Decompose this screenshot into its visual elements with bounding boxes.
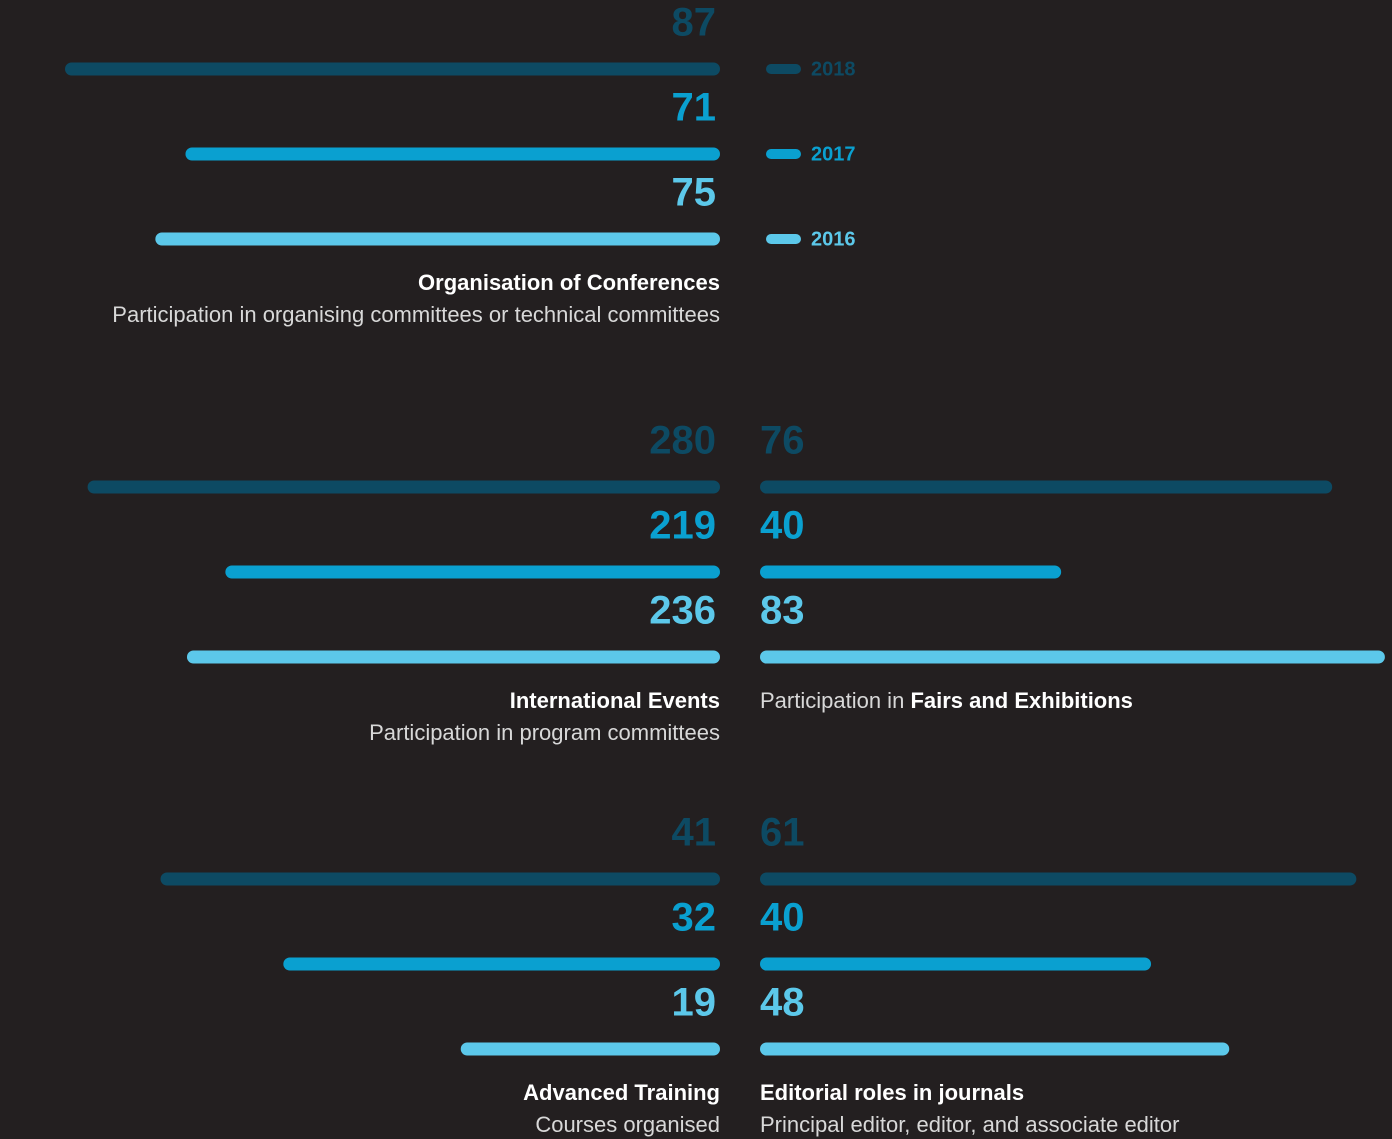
value-label: 19	[672, 981, 717, 1025]
legend-label: 2018	[811, 58, 856, 80]
bar	[225, 565, 721, 579]
bar	[87, 480, 721, 494]
title-text: Fairs and Exhibitions	[910, 688, 1132, 713]
bar	[760, 872, 1357, 886]
bar	[460, 1042, 720, 1056]
bar	[283, 957, 720, 971]
title-prefix: Participation in	[760, 688, 904, 713]
panel-subtitle: Courses organised	[535, 1112, 720, 1137]
bar	[760, 650, 1385, 664]
value-label: 76	[760, 419, 805, 463]
bar	[760, 1042, 1230, 1056]
legend-swatch	[766, 149, 801, 159]
value-label: 236	[649, 589, 716, 633]
value-label: 48	[760, 981, 805, 1025]
value-label: 87	[672, 1, 717, 45]
bar	[155, 232, 720, 246]
value-label: 219	[649, 504, 716, 548]
bar	[160, 872, 721, 886]
bar	[186, 650, 720, 664]
panel-title: International Events	[510, 688, 720, 713]
panel-subtitle: Participation in organising committees o…	[112, 302, 720, 327]
bar	[760, 957, 1152, 971]
panel-title: Editorial roles in journals	[760, 1080, 1024, 1105]
value-label: 40	[760, 896, 805, 940]
bar	[760, 480, 1333, 494]
legend-swatch	[766, 64, 801, 74]
value-label: 32	[672, 896, 717, 940]
legend-label: 2017	[811, 143, 856, 165]
panel-title: Advanced Training	[523, 1080, 720, 1105]
legend-swatch	[766, 234, 801, 244]
title-text: Advanced Training	[523, 1080, 720, 1105]
value-label: 41	[672, 811, 717, 855]
title-text: Organisation of Conferences	[418, 270, 720, 295]
value-label: 280	[649, 419, 716, 463]
value-label: 71	[672, 86, 717, 130]
value-label: 61	[760, 811, 805, 855]
bar	[760, 565, 1062, 579]
bar	[185, 147, 720, 161]
panel-subtitle: Principal editor, editor, and associate …	[760, 1112, 1179, 1137]
panel-subtitle: Participation in program committees	[369, 720, 720, 745]
value-label: 83	[760, 589, 805, 633]
value-label: 75	[672, 171, 717, 215]
title-text: Editorial roles in journals	[760, 1080, 1024, 1105]
title-text: International Events	[510, 688, 720, 713]
bar	[65, 62, 720, 76]
value-label: 40	[760, 504, 805, 548]
panel-title: Organisation of Conferences	[418, 270, 720, 295]
panel-title: Participation in Fairs and Exhibitions	[760, 688, 1133, 713]
legend-label: 2016	[811, 228, 856, 250]
